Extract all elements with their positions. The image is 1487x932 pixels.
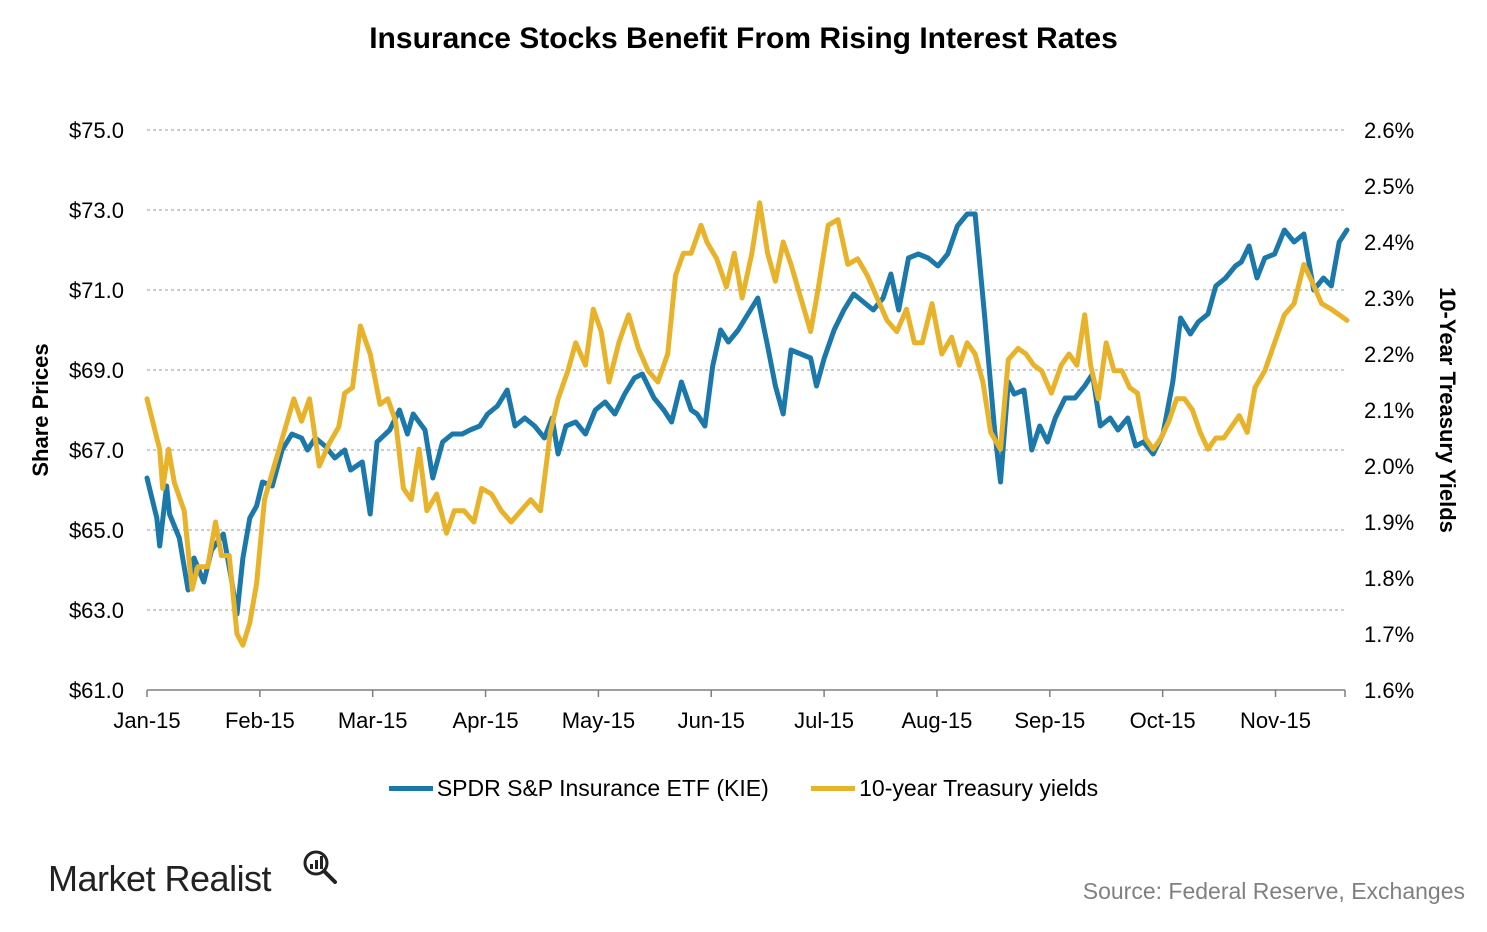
y-right-tick-label: 2.1% — [1364, 398, 1414, 423]
series-line-treasury — [144, 200, 1350, 648]
x-tick-label: May-15 — [562, 708, 635, 733]
magnifier-chart-icon — [303, 850, 337, 884]
y-left-tick-label: $61.0 — [69, 678, 124, 703]
tick-labels: $75.0 $73.0 $71.0 $69.0 $67.0 $65.0 $63.0 $61.0… — [69, 118, 1414, 733]
axes — [146, 689, 1346, 697]
chart-title: Insurance Stocks Benefit From Rising Int… — [369, 22, 1118, 55]
y-right-tick-label: 1.8% — [1364, 566, 1414, 591]
legend-swatch-treasury — [811, 786, 856, 791]
x-tick-label: Mar-15 — [338, 708, 408, 733]
legend-swatch-kie — [388, 786, 433, 791]
legend-item-kie: SPDR S&P Insurance ETF (KIE) — [388, 775, 769, 802]
x-tick-label: Jun-15 — [678, 708, 745, 733]
x-tick-label: Feb-15 — [225, 708, 295, 733]
y-left-tick-label: $73.0 — [69, 198, 124, 223]
legend-label-kie: SPDR S&P Insurance ETF (KIE) — [436, 775, 769, 801]
x-tick-label: Jul-15 — [794, 708, 854, 733]
y-axis-left-label: Share Prices — [28, 343, 53, 477]
y-right-tick-label: 2.3% — [1364, 286, 1414, 311]
y-axis-right-label: 10-Year Treasury Yields — [1435, 287, 1460, 533]
y-left-tick-label: $71.0 — [69, 278, 124, 303]
y-right-tick-label: 1.6% — [1364, 678, 1414, 703]
brand-logo-text: Market Realist — [48, 858, 272, 899]
y-right-tick-label: 1.7% — [1364, 622, 1414, 647]
y-right-tick-label: 2.6% — [1364, 118, 1414, 143]
y-left-tick-label: $69.0 — [69, 358, 124, 383]
x-tick-label: Aug-15 — [901, 708, 972, 733]
y-right-tick-label: 2.0% — [1364, 454, 1414, 479]
y-right-tick-label: 2.2% — [1364, 342, 1414, 367]
line-chart: $75.0 $73.0 $71.0 $69.0 $67.0 $65.0 $63.0 $61.0… — [69, 118, 1414, 733]
y-right-tick-label: 2.5% — [1364, 174, 1414, 199]
y-left-tick-label: $63.0 — [69, 598, 124, 623]
legend-label-treasury: 10-year Treasury yields — [859, 775, 1099, 801]
x-tick-label: Oct-15 — [1130, 708, 1196, 733]
x-tick-label: Sep-15 — [1014, 708, 1085, 733]
x-tick-label: Apr-15 — [453, 708, 519, 733]
series-line-kie — [144, 211, 1350, 617]
legend: SPDR S&P Insurance ETF (KIE) 10-year Tre… — [0, 770, 1487, 802]
x-tick-label: Nov-15 — [1240, 708, 1311, 733]
y-right-tick-label: 1.9% — [1364, 510, 1414, 535]
y-left-tick-label: $65.0 — [69, 518, 124, 543]
y-left-tick-label: $67.0 — [69, 438, 124, 463]
series-lines — [144, 200, 1350, 648]
legend-item-treasury: 10-year Treasury yields — [811, 775, 1098, 802]
y-right-tick-label: 2.4% — [1364, 230, 1414, 255]
x-tick-label: Jan-15 — [113, 708, 180, 733]
y-left-tick-label: $75.0 — [69, 118, 124, 143]
gridlines — [147, 129, 1345, 611]
source-note: Source: Federal Reserve, Exchanges — [1082, 878, 1465, 904]
